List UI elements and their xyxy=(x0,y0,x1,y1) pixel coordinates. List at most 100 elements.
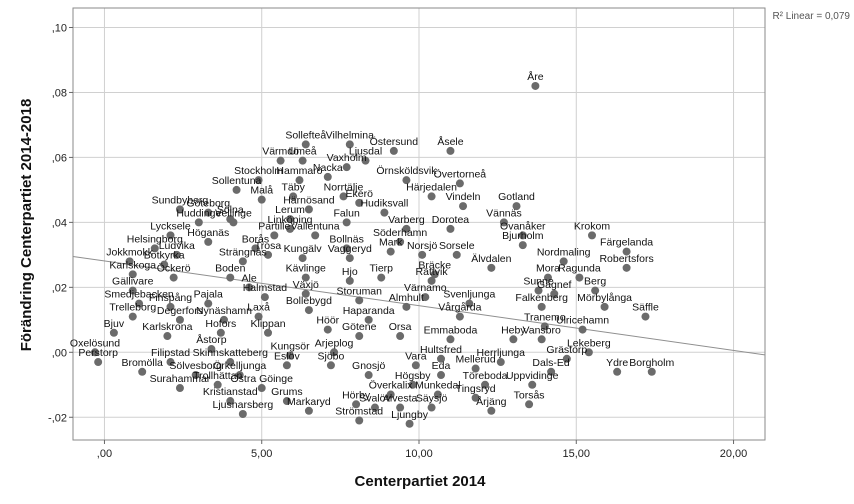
gridlines xyxy=(73,8,765,440)
point-label: Markaryd xyxy=(287,396,331,408)
point-label: Värnamo xyxy=(404,282,447,294)
point-label: Mörbylånga xyxy=(577,292,632,304)
data-point xyxy=(547,367,556,376)
data-point xyxy=(260,293,269,302)
data-point xyxy=(175,205,184,214)
data-point xyxy=(342,163,351,172)
point-label: Orsa xyxy=(389,321,412,333)
point-label: Ulricehamn xyxy=(556,315,609,327)
data-point xyxy=(257,195,266,204)
point-label: Eslöv xyxy=(274,350,300,362)
point-label: Gnosjö xyxy=(352,360,385,372)
point-label: Härnösand xyxy=(283,194,335,206)
data-point xyxy=(389,146,398,155)
point-label: Örkelljunga xyxy=(213,360,266,372)
data-point xyxy=(342,218,351,227)
point-label: Ljungby xyxy=(391,409,429,421)
data-point xyxy=(509,335,518,344)
data-point xyxy=(251,244,260,253)
point-label: Trosa xyxy=(255,240,282,252)
data-points xyxy=(91,81,656,428)
x-axis-title: Centerpartiet 2014 xyxy=(355,473,487,490)
data-point xyxy=(352,400,361,409)
point-label: Stockholm xyxy=(234,165,283,177)
data-point xyxy=(94,358,103,367)
data-point xyxy=(588,231,596,240)
point-label: Bromölla xyxy=(121,357,163,369)
data-point xyxy=(169,273,178,282)
data-point xyxy=(543,273,552,282)
point-label: Sölvesborg xyxy=(169,360,222,372)
y-axis-title: Förändring Centerpartiet 2014-2018 xyxy=(18,99,35,352)
data-point xyxy=(301,140,310,149)
data-point xyxy=(411,361,420,370)
point-label: Färgelanda xyxy=(600,237,653,249)
data-point xyxy=(355,296,364,305)
data-point xyxy=(289,192,298,201)
point-label: Sollefteå xyxy=(285,129,326,141)
data-point xyxy=(194,218,203,227)
point-label: Partille xyxy=(258,220,290,232)
data-point xyxy=(323,172,332,181)
data-point xyxy=(562,354,571,363)
data-point xyxy=(537,335,546,344)
data-point xyxy=(286,215,295,224)
point-label: Mellerud xyxy=(455,354,495,366)
point-label: Vaxholm xyxy=(327,152,367,164)
data-point xyxy=(304,205,313,214)
point-label: Storuman xyxy=(336,285,382,297)
point-label: Mark xyxy=(379,237,403,249)
data-point xyxy=(301,289,310,298)
data-point xyxy=(207,345,216,354)
point-label: Kungsör xyxy=(270,341,310,353)
point-label: Sorsele xyxy=(439,240,475,252)
data-point xyxy=(496,358,505,367)
data-point xyxy=(345,140,354,149)
data-point xyxy=(622,247,631,256)
point-label: Norrtälje xyxy=(324,181,364,193)
data-point xyxy=(613,367,622,376)
data-point xyxy=(471,364,480,373)
point-label: Karlskoga xyxy=(109,259,156,271)
point-label: Gällivare xyxy=(112,276,154,288)
data-point xyxy=(160,260,169,269)
data-point xyxy=(525,400,534,409)
data-point xyxy=(232,185,241,194)
point-label: Värmdö xyxy=(262,146,299,158)
point-label: Heby xyxy=(501,324,526,336)
point-label: Grums xyxy=(271,386,303,398)
data-point xyxy=(238,257,247,266)
point-label: Almhult xyxy=(389,292,424,304)
data-point xyxy=(641,312,650,321)
data-point xyxy=(254,312,263,321)
point-label: Berg xyxy=(584,276,606,288)
y-tick-label: ,10 xyxy=(52,22,67,34)
data-point xyxy=(518,231,527,240)
point-label: Gagnef xyxy=(537,279,572,291)
point-label: Högsby xyxy=(395,370,431,382)
data-point xyxy=(405,419,414,428)
data-point xyxy=(257,384,266,393)
point-label: Strömstad xyxy=(335,406,383,418)
point-label: Sunne xyxy=(523,276,554,288)
data-point xyxy=(452,250,461,259)
point-label: Robertsfors xyxy=(599,253,653,265)
linear-fit-line xyxy=(72,255,766,356)
data-point xyxy=(446,335,455,344)
data-point xyxy=(361,156,370,165)
point-label: Bollnäs xyxy=(329,233,363,245)
point-label: Sundbyberg xyxy=(152,194,209,206)
point-label: Växjö xyxy=(293,279,319,291)
data-point xyxy=(219,315,228,324)
point-label: Haparanda xyxy=(343,305,395,317)
data-point xyxy=(286,224,295,233)
point-label: Hultsfred xyxy=(420,344,462,356)
point-label: Vallentuna xyxy=(291,220,340,232)
data-point xyxy=(455,312,464,321)
point-label: Pajala xyxy=(194,289,223,301)
point-label: Uppvidinge xyxy=(506,370,559,382)
data-point xyxy=(330,348,339,357)
data-point xyxy=(204,299,213,308)
point-label: Borgholm xyxy=(629,357,674,369)
